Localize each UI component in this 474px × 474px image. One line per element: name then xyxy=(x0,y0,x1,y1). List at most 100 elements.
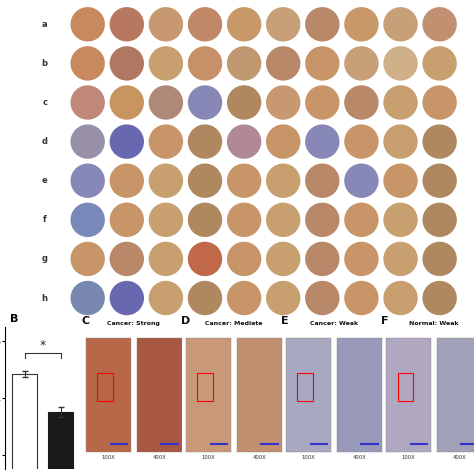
Bar xyxy=(398,373,413,401)
Circle shape xyxy=(149,202,183,237)
Circle shape xyxy=(227,85,261,120)
Circle shape xyxy=(266,202,301,237)
Text: 400X: 400X xyxy=(252,455,266,460)
Circle shape xyxy=(344,85,379,120)
Circle shape xyxy=(149,164,183,198)
Text: Cancer: Weak: Cancer: Weak xyxy=(310,320,358,326)
Circle shape xyxy=(344,7,379,42)
Text: 100X: 100X xyxy=(402,455,416,460)
Text: Cancer: Strong: Cancer: Strong xyxy=(108,320,160,326)
Circle shape xyxy=(383,164,418,198)
Circle shape xyxy=(188,46,222,81)
Circle shape xyxy=(422,281,457,315)
Text: c: c xyxy=(42,98,47,107)
Circle shape xyxy=(227,124,261,159)
Circle shape xyxy=(266,7,301,42)
Circle shape xyxy=(383,85,418,120)
Circle shape xyxy=(149,7,183,42)
Circle shape xyxy=(188,242,222,276)
Circle shape xyxy=(344,164,379,198)
Circle shape xyxy=(305,7,339,42)
Bar xyxy=(437,338,474,452)
Text: g: g xyxy=(42,255,48,264)
Text: a: a xyxy=(42,20,47,29)
Circle shape xyxy=(71,124,105,159)
Circle shape xyxy=(71,46,105,81)
Circle shape xyxy=(71,85,105,120)
Text: Normal: Weak: Normal: Weak xyxy=(409,320,459,326)
Circle shape xyxy=(71,7,105,42)
Circle shape xyxy=(344,281,379,315)
Text: 100X: 100X xyxy=(202,455,216,460)
Circle shape xyxy=(422,46,457,81)
Bar xyxy=(286,338,331,452)
Circle shape xyxy=(305,85,339,120)
Circle shape xyxy=(344,124,379,159)
Circle shape xyxy=(383,46,418,81)
Circle shape xyxy=(109,124,144,159)
Bar xyxy=(86,338,131,452)
Circle shape xyxy=(305,46,339,81)
Circle shape xyxy=(305,281,339,315)
Circle shape xyxy=(422,164,457,198)
Text: E: E xyxy=(282,316,289,326)
Circle shape xyxy=(227,7,261,42)
Text: D: D xyxy=(182,316,191,326)
Circle shape xyxy=(344,242,379,276)
Circle shape xyxy=(266,242,301,276)
Circle shape xyxy=(305,164,339,198)
Bar xyxy=(186,338,231,452)
Circle shape xyxy=(188,281,222,315)
Text: F: F xyxy=(382,316,389,326)
Circle shape xyxy=(383,202,418,237)
Circle shape xyxy=(344,202,379,237)
Text: Cancer: Mediate: Cancer: Mediate xyxy=(205,320,263,326)
Text: f: f xyxy=(43,215,46,224)
Circle shape xyxy=(422,7,457,42)
Bar xyxy=(237,338,282,452)
Circle shape xyxy=(266,281,301,315)
Circle shape xyxy=(305,242,339,276)
Bar xyxy=(48,412,73,474)
Text: 400X: 400X xyxy=(352,455,366,460)
Text: 400X: 400X xyxy=(152,455,166,460)
Circle shape xyxy=(383,124,418,159)
Text: h: h xyxy=(42,293,48,302)
Circle shape xyxy=(149,85,183,120)
Circle shape xyxy=(109,281,144,315)
Circle shape xyxy=(383,281,418,315)
Text: C: C xyxy=(82,316,90,326)
Circle shape xyxy=(344,46,379,81)
Bar xyxy=(12,374,37,474)
Circle shape xyxy=(305,202,339,237)
Circle shape xyxy=(71,164,105,198)
Circle shape xyxy=(227,46,261,81)
Circle shape xyxy=(266,85,301,120)
Text: *: * xyxy=(39,339,46,352)
Circle shape xyxy=(149,242,183,276)
Circle shape xyxy=(266,46,301,81)
Circle shape xyxy=(109,164,144,198)
Circle shape xyxy=(227,202,261,237)
Text: e: e xyxy=(42,176,47,185)
Circle shape xyxy=(305,124,339,159)
Circle shape xyxy=(383,242,418,276)
Circle shape xyxy=(149,124,183,159)
Circle shape xyxy=(109,46,144,81)
Text: B: B xyxy=(10,314,18,324)
Circle shape xyxy=(71,242,105,276)
Circle shape xyxy=(227,164,261,198)
Circle shape xyxy=(149,46,183,81)
Text: b: b xyxy=(42,59,48,68)
Circle shape xyxy=(422,202,457,237)
Bar xyxy=(298,373,313,401)
Circle shape xyxy=(188,85,222,120)
Circle shape xyxy=(227,281,261,315)
Bar xyxy=(137,338,182,452)
Text: d: d xyxy=(42,137,48,146)
Circle shape xyxy=(188,124,222,159)
Circle shape xyxy=(149,281,183,315)
Text: 400X: 400X xyxy=(452,455,466,460)
Circle shape xyxy=(109,242,144,276)
Circle shape xyxy=(227,242,261,276)
